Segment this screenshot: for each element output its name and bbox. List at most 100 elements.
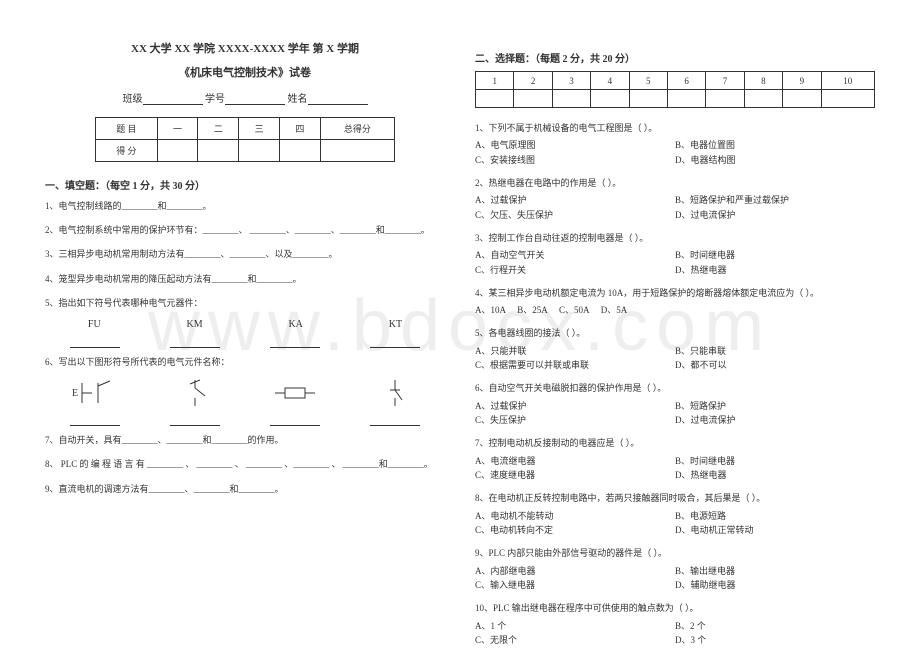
svg-text:E: E	[72, 388, 78, 399]
a5	[629, 90, 667, 108]
a6	[667, 90, 705, 108]
q2-7-c: C、速度继电器	[475, 468, 675, 482]
symbol-fuse-icon	[270, 378, 320, 408]
symbol-switch-icon	[170, 378, 220, 408]
symbol-contact-icon: E	[70, 378, 120, 408]
symbol-blanks-2	[45, 416, 445, 426]
th-0: 题 目	[96, 118, 158, 140]
q2-1-stem: 1、下列不属于机械设备的电气工程图是（ ）。	[475, 120, 875, 136]
q2-9: 9、PLC 内部只能由外部信号驱动的器件是（ ）。 A、内部继电器B、输出继电器…	[475, 545, 875, 592]
q1-3: 3、三相异步电动机常用制动方法有________、________、以及____…	[45, 246, 445, 262]
q2-4-b: B、25A	[517, 305, 548, 315]
score-table-value-row: 得 分	[96, 140, 395, 162]
q2-7-d: D、热继电器	[675, 468, 727, 482]
n7: 7	[706, 72, 744, 90]
score-2	[198, 140, 239, 162]
score-label: 得 分	[96, 140, 158, 162]
th-4: 四	[280, 118, 321, 140]
th-5: 总得分	[320, 118, 394, 140]
q1-5: 5、指出如下符号代表哪种电气元器件：	[45, 295, 445, 311]
q2-9-a: A、内部继电器	[475, 564, 675, 578]
q2-6-b: B、短路保护	[675, 399, 726, 413]
q2-6: 6、自动空气开关电磁脱扣器的保护作用是（ ）。 A、过载保护B、短路保护 C、失…	[475, 380, 875, 427]
blank	[170, 338, 220, 348]
q2-1: 1、下列不属于机械设备的电气工程图是（ ）。 A、电气原理图B、电器位置图 C、…	[475, 120, 875, 167]
q2-8-c: C、电动机转向不定	[475, 523, 675, 537]
symbol-labels: FU KM KA KT	[45, 319, 445, 330]
q2-5-b: B、只能串联	[675, 344, 726, 358]
n3: 3	[552, 72, 590, 90]
section1-heading: 一、填空题：（每空 1 分，共 30 分）	[45, 177, 445, 192]
sym-kt: KT	[389, 319, 402, 330]
q2-2-stem: 2、热继电器在电路中的作用是（ ）。	[475, 175, 875, 191]
q2-1-c: C、安装接线图	[475, 153, 675, 167]
name-blank	[308, 95, 368, 105]
q2-5-stem: 5、各电器线圈的接法（ ）。	[475, 325, 875, 341]
q2-6-d: D、过电流保护	[675, 413, 736, 427]
n9: 9	[783, 72, 821, 90]
q2-1-a: A、电气原理图	[475, 138, 675, 152]
q2-7: 7、控制电动机反接制动的电器应是（ ）。 A、电流继电器B、时间继电器 C、速度…	[475, 435, 875, 482]
score-total	[320, 140, 394, 162]
q2-3: 3、控制工作台自动往返的控制电器是（ ）。 A、自动空气开关B、时间继电器 C、…	[475, 230, 875, 277]
q2-10-b: B、2 个	[675, 619, 706, 633]
q2-4-d: D、5A	[601, 305, 628, 315]
n1: 1	[476, 72, 514, 90]
class-label: 班级	[123, 94, 143, 105]
a1	[476, 90, 514, 108]
q2-6-a: A、过载保护	[475, 399, 675, 413]
n2: 2	[514, 72, 552, 90]
a7	[706, 90, 744, 108]
element-symbols: E	[45, 378, 445, 408]
a9	[783, 90, 821, 108]
blank	[370, 416, 420, 426]
class-blank	[143, 95, 203, 105]
q2-10: 10、PLC 输出继电器在程序中可供使用的触点数为（ ）。 A、1 个B、2 个…	[475, 600, 875, 647]
name-label: 姓名	[288, 94, 308, 105]
a2	[514, 90, 552, 108]
score-1	[157, 140, 198, 162]
answer-grid-blanks	[476, 90, 875, 108]
score-3	[239, 140, 280, 162]
q2-2-d: D、过电流保护	[675, 208, 736, 222]
n10: 10	[821, 72, 874, 90]
q2-6-c: C、失压保护	[475, 413, 675, 427]
q2-8-a: A、电动机不能转动	[475, 509, 675, 523]
blank	[270, 338, 320, 348]
student-info-line: 班级 学号 姓名	[45, 90, 445, 105]
q2-5-c: C、根据需要可以并联或串联	[475, 358, 675, 372]
symbol-nc-icon	[370, 378, 420, 408]
q2-4-c: C、50A	[559, 305, 590, 315]
q2-7-b: B、时间继电器	[675, 454, 735, 468]
blank	[270, 416, 320, 426]
q1-8: 8、 PLC 的 编 程 语 言 有 ________ 、 ________ 、…	[45, 456, 445, 472]
a3	[552, 90, 590, 108]
answer-grid-nums: 1 2 3 4 5 6 7 8 9 10	[476, 72, 875, 90]
q2-2-b: B、短路保护和严重过载保护	[675, 193, 789, 207]
q2-10-d: D、3 个	[675, 633, 706, 647]
q2-10-c: C、无限个	[475, 633, 675, 647]
th-1: 一	[157, 118, 198, 140]
q2-9-c: C、输入继电器	[475, 578, 675, 592]
q2-6-stem: 6、自动空气开关电磁脱扣器的保护作用是（ ）。	[475, 380, 875, 396]
blank	[70, 338, 120, 348]
q2-1-b: B、电器位置图	[675, 138, 735, 152]
id-label: 学号	[205, 94, 225, 105]
q1-9: 9、直流电机的调速方法有________、________和________。	[45, 481, 445, 497]
q2-7-a: A、电流继电器	[475, 454, 675, 468]
sym-ka: KA	[288, 319, 302, 330]
right-column: 二、选择题：（每题 2 分，共 20 分） 1 2 3 4 5 6 7 8 9 …	[460, 40, 890, 611]
q2-5-d: D、都不可以	[675, 358, 727, 372]
q2-4: 4、某三相异步电动机额定电流为 10A，用于短路保护的熔断器熔体额定电流应为（ …	[475, 285, 875, 318]
q2-9-d: D、辅助继电器	[675, 578, 736, 592]
q2-8-d: D、电动机正常转动	[675, 523, 754, 537]
q2-1-d: D、电器结构图	[675, 153, 736, 167]
sym-fu: FU	[88, 319, 101, 330]
q2-5-a: A、只能并联	[475, 344, 675, 358]
a4	[591, 90, 629, 108]
q2-4-stem: 4、某三相异步电动机额定电流为 10A，用于短路保护的熔断器熔体额定电流应为（ …	[475, 285, 875, 301]
score-4	[280, 140, 321, 162]
q2-8-stem: 8、在电动机正反转控制电路中，若两只接触器同时吸合，其后果是（ ）。	[475, 490, 875, 506]
th-3: 三	[239, 118, 280, 140]
score-table-header-row: 题 目 一 二 三 四 总得分	[96, 118, 395, 140]
